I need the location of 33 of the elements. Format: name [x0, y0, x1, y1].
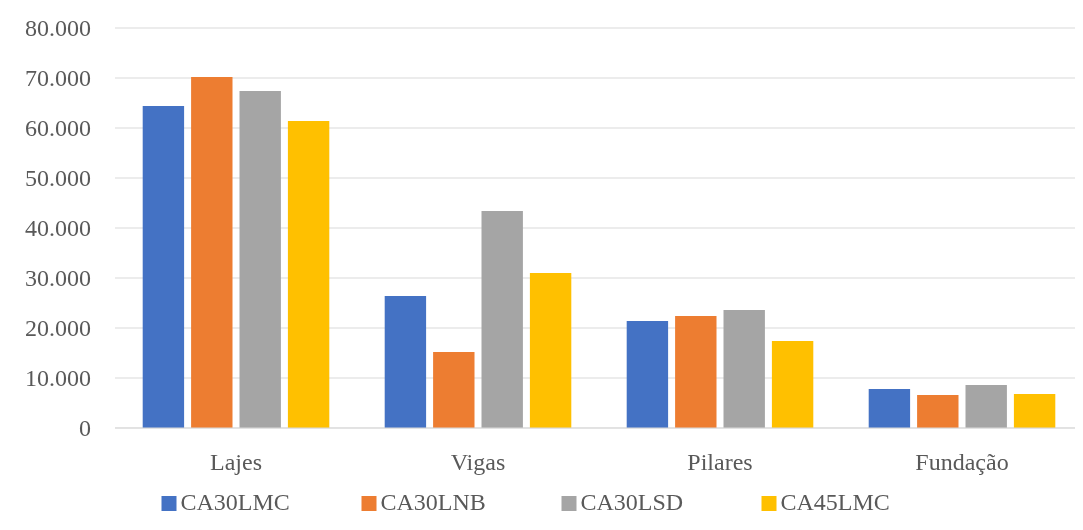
- bar: [626, 321, 669, 428]
- bar: [1013, 394, 1056, 428]
- y-tick-label: 30.000: [25, 265, 91, 292]
- bar: [965, 385, 1007, 428]
- y-tick-label: 40.000: [25, 215, 91, 242]
- legend-label: CA30LSD: [580, 489, 684, 515]
- bar: [917, 395, 959, 428]
- y-tick-label: 60.000: [25, 115, 91, 142]
- y-tick-label: 50.000: [25, 165, 91, 192]
- y-tick-label: 10.000: [25, 365, 91, 392]
- legend-label: CA30LMC: [180, 489, 290, 515]
- bar: [723, 310, 765, 428]
- x-tick-label: Lajes: [210, 449, 262, 475]
- x-tick-label: Pilares: [687, 449, 753, 475]
- legend-label: CA45LMC: [780, 489, 890, 515]
- legend-label: CA30LNB: [380, 489, 486, 515]
- bar: [384, 296, 427, 428]
- x-tick-label: Vigas: [450, 449, 506, 475]
- bar: [675, 316, 717, 428]
- bar: [239, 91, 281, 428]
- y-tick-label: 70.000: [25, 65, 91, 92]
- bar: [433, 352, 475, 428]
- bar: [191, 77, 233, 428]
- bar: [771, 341, 814, 428]
- bar: [868, 389, 911, 428]
- bar: [287, 121, 330, 428]
- y-tick-label: 20.000: [25, 315, 91, 342]
- bar: [142, 106, 185, 428]
- bar: [481, 211, 523, 428]
- y-tick-label: 0: [79, 415, 91, 442]
- bar: [529, 273, 572, 428]
- x-tick-label: Fundação: [915, 449, 1009, 475]
- y-tick-label: 80.000: [25, 15, 91, 42]
